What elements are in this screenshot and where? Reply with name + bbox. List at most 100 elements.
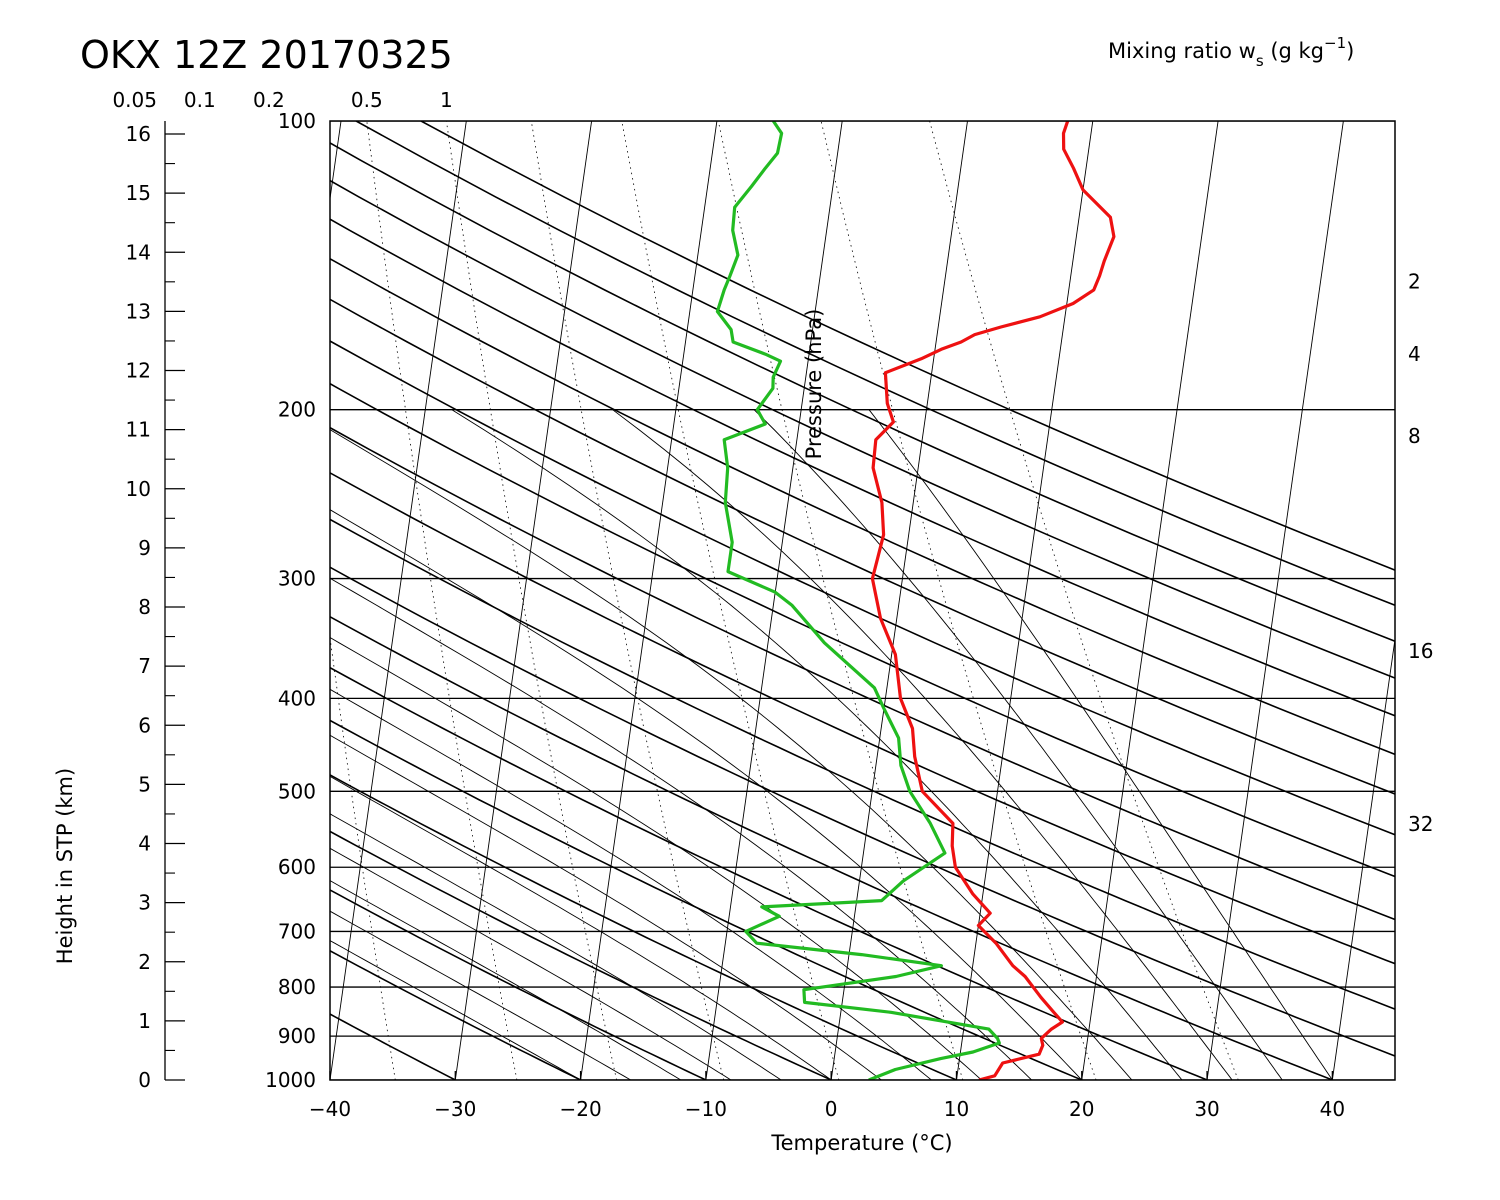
mixing-ratio-axis-title: Mixing ratio ws (g kg−1) [1108, 34, 1354, 70]
dry-adiabat [330, 298, 1395, 795]
isotherm-line [1206, 121, 1344, 1080]
moist-adiabat [330, 847, 732, 1080]
height-tick-label: 13 [126, 299, 151, 323]
x-axis-title: Temperature (°C) [770, 1131, 952, 1155]
moist-adiabat [330, 688, 932, 1080]
pressure-tick-label: 400 [278, 686, 316, 710]
dry-adiabat [330, 774, 957, 1080]
height-tick-label: 2 [138, 950, 151, 974]
dry-adiabat [420, 121, 1395, 571]
dry-adiabat [330, 142, 1395, 643]
x-tick-label: −20 [559, 1097, 601, 1121]
isotherm-line [1458, 121, 1500, 1080]
moist-adiabat [451, 409, 1183, 1080]
dry-adiabat [330, 889, 707, 1080]
height-tick-label: 8 [138, 595, 151, 619]
dry-adiabat [330, 179, 1395, 679]
plot-frame [329, 120, 1396, 1081]
moist-adiabat [753, 409, 1283, 1080]
height-tick-label: 15 [126, 181, 151, 205]
x-tick-label: −30 [434, 1097, 476, 1121]
height-tick-label: 4 [138, 832, 151, 856]
pressure-tick-label: 100 [278, 109, 316, 133]
mixing-ratio-line [366, 121, 518, 1080]
height-tick-label: 1 [138, 1009, 151, 1033]
mixing-ratio-right-label: 2 [1408, 269, 1421, 293]
dry-adiabat [330, 471, 1395, 965]
isotherm-line [1331, 636, 1395, 1080]
moist-adiabat [330, 910, 631, 1080]
dry-adiabat [330, 949, 581, 1080]
dry-adiabat [0, 121, 205, 1080]
mixing-ratio-top-label: 0.5 [351, 88, 383, 112]
x-tick-label: −40 [309, 1097, 351, 1121]
moist-adiabat [330, 813, 782, 1080]
mixing-ratio-right-label: 4 [1408, 342, 1421, 366]
chart-grid [0, 121, 1500, 1080]
dry-adiabat [355, 121, 1395, 607]
pressure-axis-title: Pressure (hPa) [802, 309, 826, 460]
height-tick-label: 6 [138, 713, 151, 737]
height-tick-label: 0 [138, 1068, 151, 1092]
mixing-ratio-line [820, 121, 1097, 1080]
dry-adiabat [330, 566, 1395, 1057]
height-axis-title: Height in STP (km) [53, 768, 77, 964]
dry-adiabat [330, 719, 1083, 1080]
moist-adiabat [330, 734, 882, 1080]
moist-adiabat [330, 775, 832, 1080]
moist-adiabat [330, 577, 1032, 1080]
pressure-tick-label: 300 [278, 567, 316, 591]
pressure-tick-label: 1000 [265, 1068, 316, 1092]
dry-adiabat [330, 340, 1395, 836]
mixing-ratio-right-label: 8 [1408, 424, 1421, 448]
x-tick-label: 30 [1194, 1097, 1219, 1121]
height-tick-label: 3 [138, 891, 151, 915]
pressure-tick-label: 900 [278, 1024, 316, 1048]
mixing-ratio-top-label: 1 [440, 88, 453, 112]
isotherm-line [454, 121, 593, 1080]
moist-adiabat [330, 429, 1133, 1080]
dry-adiabat [330, 666, 1208, 1080]
mixing-ratio-line [929, 121, 1239, 1080]
isotherm-line [330, 121, 342, 202]
pressure-tick-label: 800 [278, 975, 316, 999]
moist-adiabat [330, 637, 982, 1080]
dry-adiabat [330, 218, 1395, 717]
chart-series [715, 121, 1116, 1080]
height-tick-label: 12 [126, 359, 151, 383]
moist-adiabat [330, 509, 1083, 1080]
height-tick-label: 14 [126, 240, 151, 264]
isotherm-line [1081, 121, 1219, 1080]
x-tick-label: 40 [1320, 1097, 1345, 1121]
mixing-ratio-line [717, 121, 964, 1080]
moist-adiabat [868, 409, 1333, 1080]
mixing-ratio-right-label: 16 [1408, 639, 1433, 663]
chart-title: OKX 12Z 20170325 [80, 33, 453, 77]
height-tick-label: 10 [126, 477, 151, 501]
height-tick-label: 7 [138, 654, 151, 678]
pressure-tick-label: 700 [278, 919, 316, 943]
moist-adiabat [330, 940, 581, 1080]
height-tick-label: 5 [138, 772, 151, 796]
chart-axes: −40 −30 −20 −10 0 10 20 30 401002003004005006007… [112, 88, 1433, 1121]
isotherm-line [705, 121, 843, 1080]
isotherm-line [330, 121, 467, 1080]
mixing-ratio-top-label: 0.05 [112, 88, 157, 112]
mixing-ratio-top-label: 0.2 [253, 88, 285, 112]
isotherm-line [580, 121, 718, 1080]
pressure-tick-label: 500 [278, 779, 316, 803]
dry-adiabat [330, 426, 1395, 921]
dry-adiabat [330, 257, 1395, 756]
dry-adiabat [330, 615, 1333, 1080]
height-tick-label: 11 [126, 418, 151, 442]
x-tick-label: 0 [825, 1097, 838, 1121]
pressure-tick-label: 200 [278, 398, 316, 422]
dry-adiabat [330, 382, 1395, 878]
mixing-ratio-top-label: 0.1 [184, 88, 216, 112]
height-tick-label: 9 [138, 536, 151, 560]
dewpoint-series-line [715, 121, 1001, 1080]
pressure-tick-label: 600 [278, 855, 316, 879]
x-tick-label: −10 [685, 1097, 727, 1121]
isotherm-line [830, 121, 968, 1080]
